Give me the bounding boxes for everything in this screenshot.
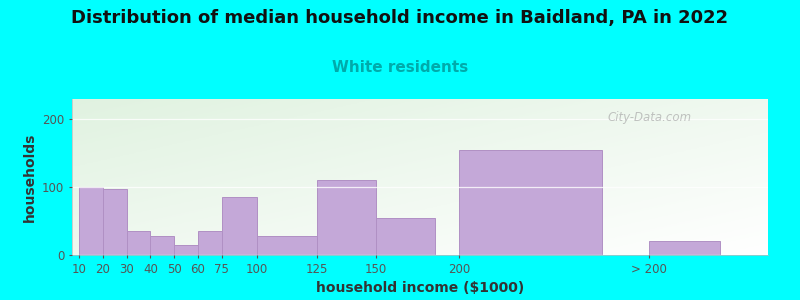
Text: City-Data.com: City-Data.com xyxy=(608,112,692,124)
Bar xyxy=(198,231,222,255)
Bar xyxy=(222,197,258,255)
Bar xyxy=(376,218,435,255)
X-axis label: household income ($1000): household income ($1000) xyxy=(316,281,524,295)
Bar xyxy=(103,189,126,255)
Bar xyxy=(650,242,721,255)
Bar xyxy=(174,245,198,255)
Text: White residents: White residents xyxy=(332,60,468,75)
Text: Distribution of median household income in Baidland, PA in 2022: Distribution of median household income … xyxy=(71,9,729,27)
Bar xyxy=(317,180,376,255)
Bar xyxy=(459,150,602,255)
Bar xyxy=(258,236,317,255)
Bar xyxy=(150,236,174,255)
Bar xyxy=(79,187,103,255)
Y-axis label: households: households xyxy=(22,132,37,222)
Bar xyxy=(126,231,150,255)
